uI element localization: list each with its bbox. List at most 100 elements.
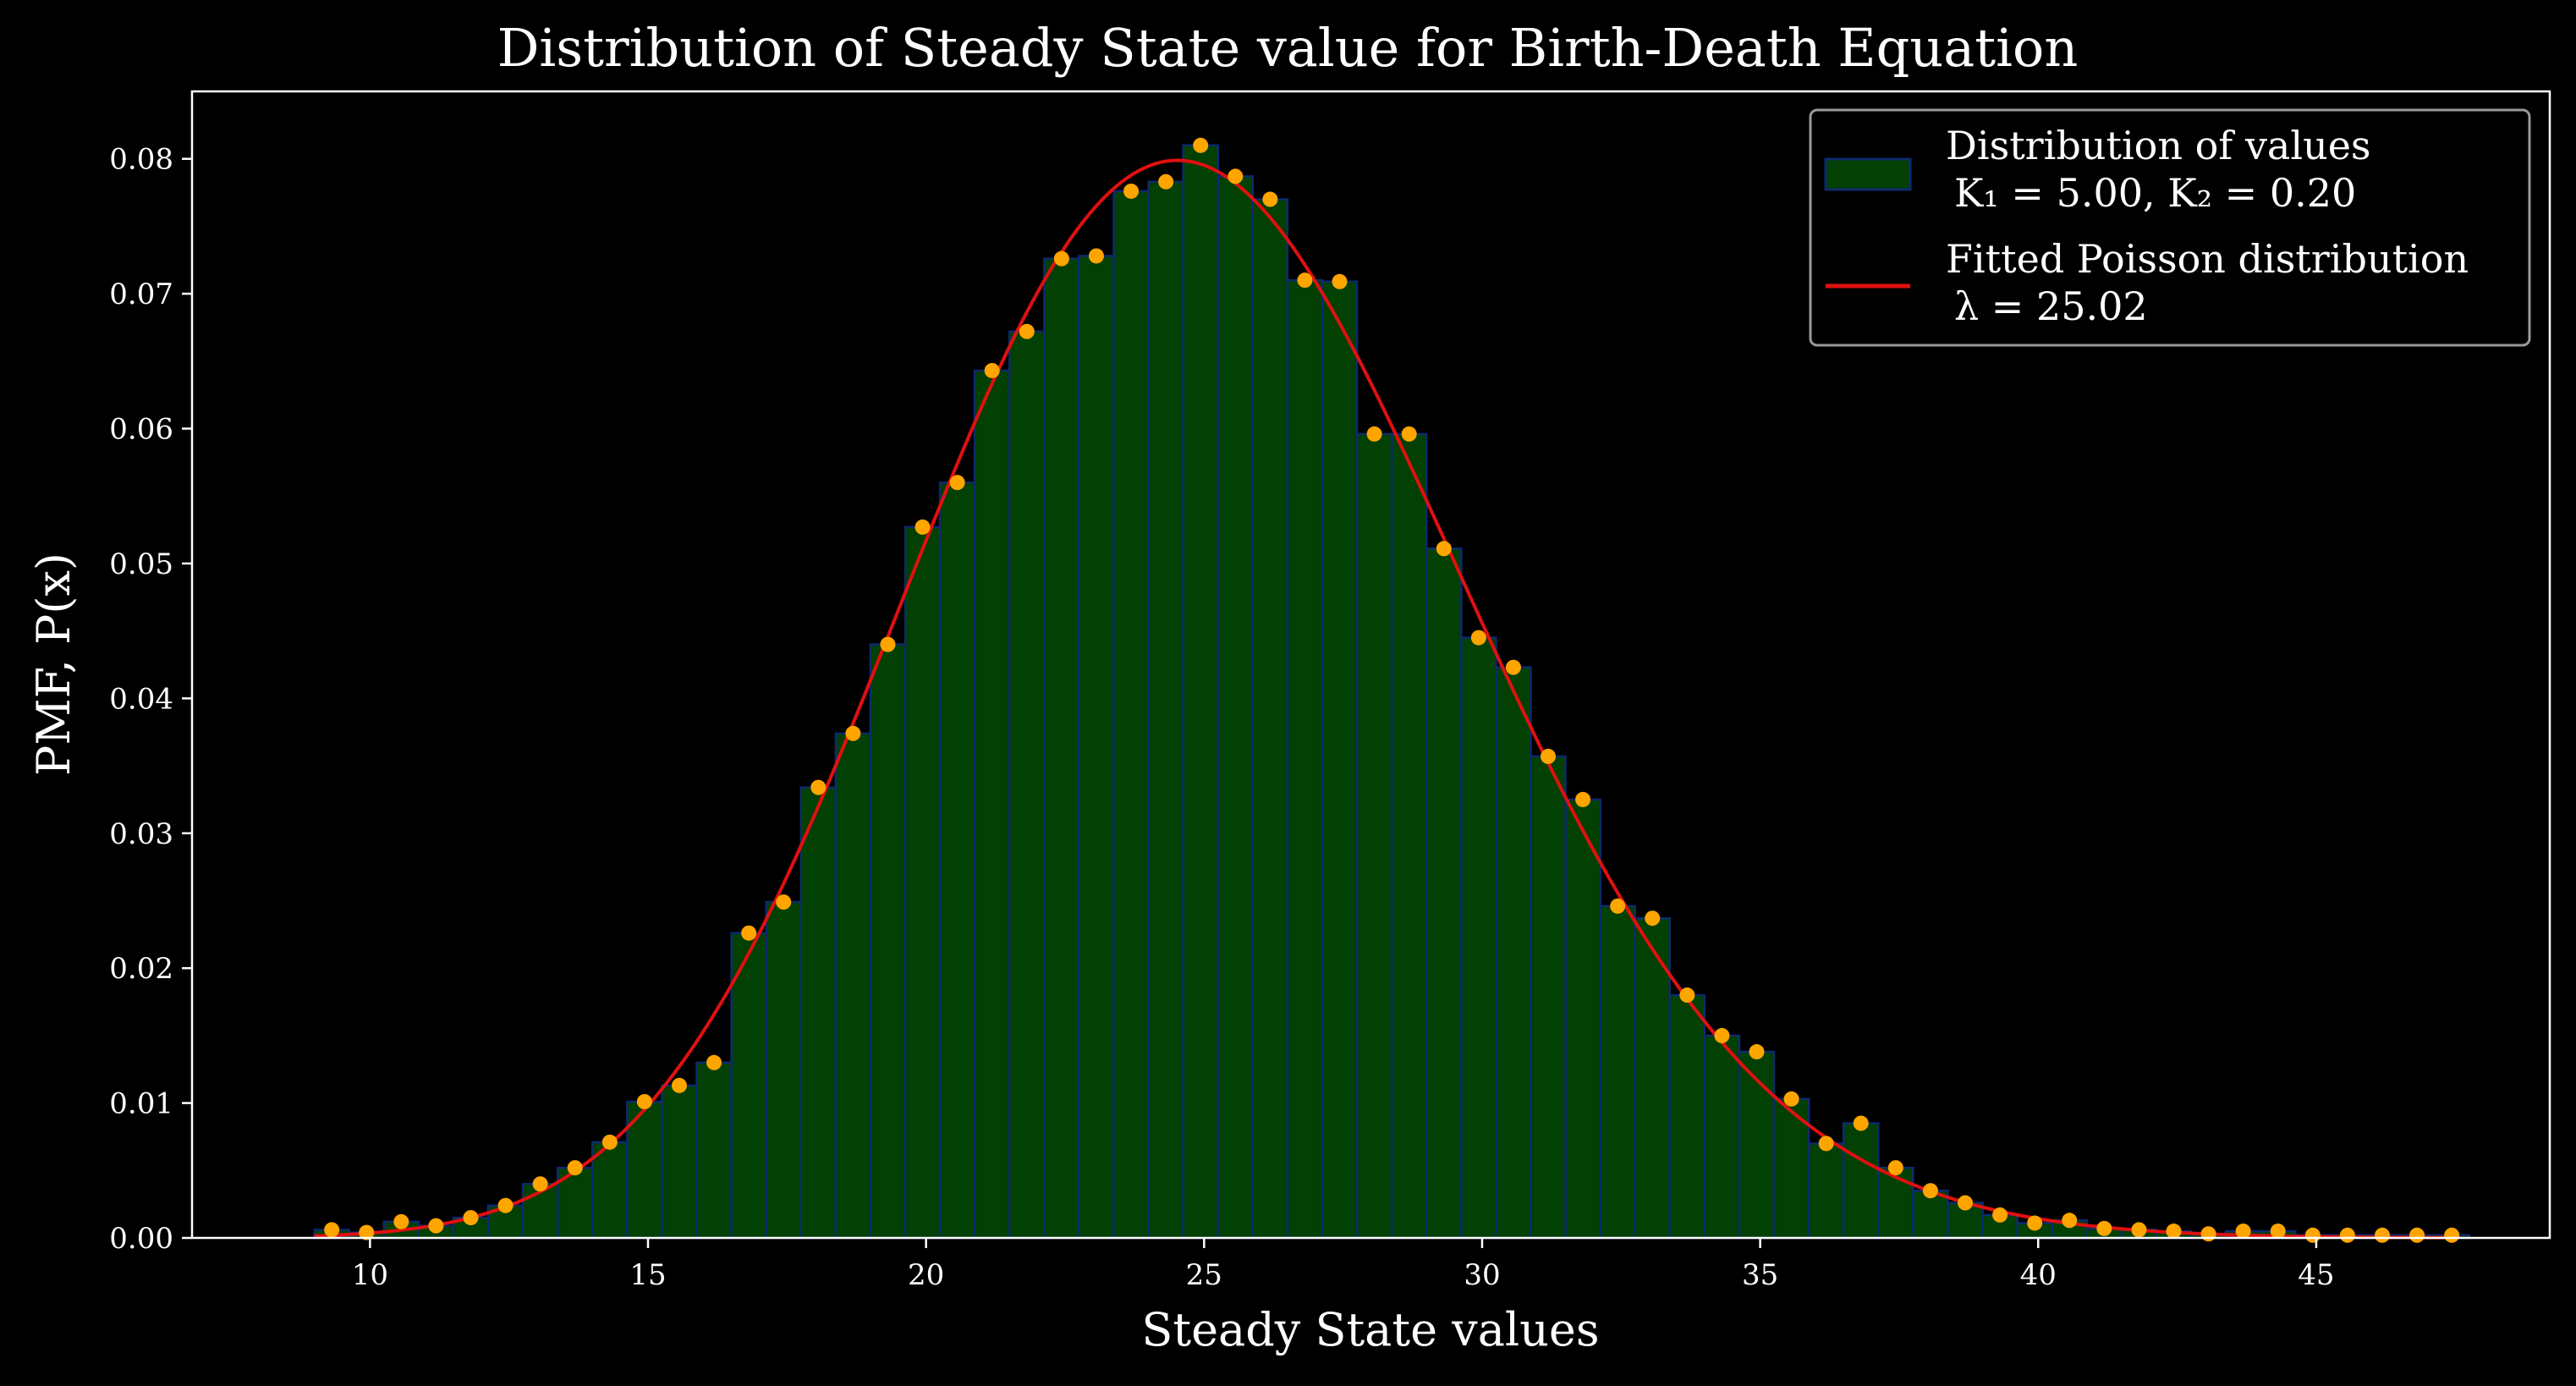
histogram-bar: [1217, 175, 1255, 1240]
y-axis-ticks: 0.00 0.01 0.02 0.03 0.04 0.05 0.06 0.07 0.08: [109, 143, 192, 1256]
data-point: [1818, 1136, 1834, 1152]
x-axis-label: Steady State values: [1141, 1303, 1599, 1356]
histogram-bar: [1425, 547, 1463, 1240]
x-tick-label: 15: [629, 1258, 666, 1292]
data-point: [1714, 1027, 1730, 1043]
histogram-bar: [1564, 798, 1601, 1240]
y-tick-label: 0.01: [109, 1087, 173, 1121]
x-tick-label: 35: [1742, 1258, 1778, 1292]
data-point: [2270, 1224, 2286, 1240]
data-point: [741, 925, 757, 941]
histogram-bar: [1807, 1142, 1845, 1240]
data-point: [1922, 1183, 1938, 1199]
y-tick-label: 0.02: [109, 952, 173, 986]
data-point: [1610, 898, 1626, 914]
histogram-bar: [1599, 905, 1636, 1240]
data-point: [601, 1134, 618, 1150]
data-point: [2062, 1213, 2078, 1229]
data-point: [567, 1160, 583, 1176]
data-point: [324, 1222, 340, 1238]
data-point: [1645, 910, 1661, 927]
data-point: [1019, 323, 1035, 339]
data-point: [915, 519, 931, 535]
data-point: [2166, 1224, 2182, 1240]
chart-title: Distribution of Steady State value for B…: [497, 17, 2079, 79]
data-point: [2409, 1227, 2425, 1243]
data-point: [949, 475, 965, 491]
legend-label-fit: Fitted Poisson distribution: [1946, 236, 2469, 282]
histogram-bar: [1286, 278, 1324, 1240]
histogram-bar: [973, 369, 1011, 1240]
histogram-bar: [1390, 432, 1428, 1240]
data-point: [2235, 1224, 2251, 1240]
histogram-bar: [834, 732, 872, 1240]
y-axis-label: PMF, P(x): [27, 553, 80, 776]
data-point: [1853, 1115, 1869, 1131]
histogram-bar: [1182, 144, 1219, 1240]
histogram-bar: [1634, 916, 1672, 1240]
data-point: [1541, 748, 1557, 764]
data-point: [463, 1210, 479, 1226]
data-point: [1158, 173, 1174, 190]
data-point: [359, 1224, 375, 1240]
legend-detail-histogram: K₁ = 5.00, K₂ = 0.20: [1954, 170, 2356, 216]
data-point: [671, 1077, 687, 1093]
histogram-bar: [661, 1084, 698, 1240]
data-point: [2096, 1220, 2112, 1236]
data-point: [845, 725, 861, 741]
histogram-bar: [1355, 432, 1393, 1240]
x-axis-ticks: 10 15 20 25 30 35 40 45: [352, 1238, 2335, 1292]
histogram-bar: [1530, 755, 1567, 1240]
data-point: [2131, 1222, 2147, 1238]
data-point: [2304, 1227, 2321, 1243]
histogram-bar: [765, 900, 803, 1240]
data-point: [1505, 659, 1521, 675]
legend: Distribution of values K₁ = 5.00, K₂ = 0…: [1809, 108, 2531, 347]
y-tick-label: 0.04: [109, 682, 173, 716]
y-tick-label: 0.07: [109, 278, 173, 311]
data-point: [1575, 791, 1591, 807]
data-point: [636, 1093, 652, 1109]
data-point: [1783, 1091, 1799, 1107]
y-tick-label: 0.03: [109, 817, 173, 851]
x-tick-label: 20: [908, 1258, 944, 1292]
data-point: [1088, 248, 1104, 264]
data-point: [1228, 168, 1244, 184]
data-point: [393, 1213, 409, 1229]
histogram-bar: [904, 525, 942, 1240]
histogram-bar: [869, 643, 907, 1240]
legend-swatch-histogram: [1824, 157, 1912, 191]
data-point: [1401, 426, 1417, 442]
x-tick-label: 45: [2298, 1258, 2334, 1292]
data-point: [776, 894, 792, 910]
data-point: [1053, 250, 1069, 267]
data-point: [1436, 541, 1452, 557]
data-points: [324, 137, 2460, 1243]
histogram-bar: [1703, 1034, 1741, 1240]
histogram-bar: [591, 1141, 629, 1240]
y-tick-label: 0.05: [109, 547, 173, 581]
histogram-bar: [1842, 1122, 1880, 1240]
histogram-bar: [938, 481, 976, 1240]
data-point: [1958, 1195, 1974, 1211]
data-point: [1679, 987, 1695, 1004]
legend-box: [1809, 108, 2531, 347]
histogram-bar: [1460, 636, 1497, 1240]
y-tick-label: 0.00: [109, 1222, 173, 1256]
data-point: [532, 1176, 548, 1192]
data-point: [1749, 1044, 1765, 1060]
data-point: [497, 1197, 514, 1213]
histogram-bar: [1668, 993, 1706, 1240]
data-point: [1332, 273, 1348, 289]
data-point: [880, 636, 896, 652]
histogram-bar: [1112, 190, 1150, 1240]
data-point: [2374, 1227, 2390, 1243]
histogram-bar: [1008, 330, 1046, 1240]
data-point: [1992, 1207, 2008, 1223]
data-point: [984, 362, 1000, 378]
data-point: [1193, 137, 1209, 153]
histogram-bar: [1251, 198, 1289, 1240]
data-point: [1262, 191, 1278, 207]
histogram-bar: [1147, 180, 1184, 1240]
